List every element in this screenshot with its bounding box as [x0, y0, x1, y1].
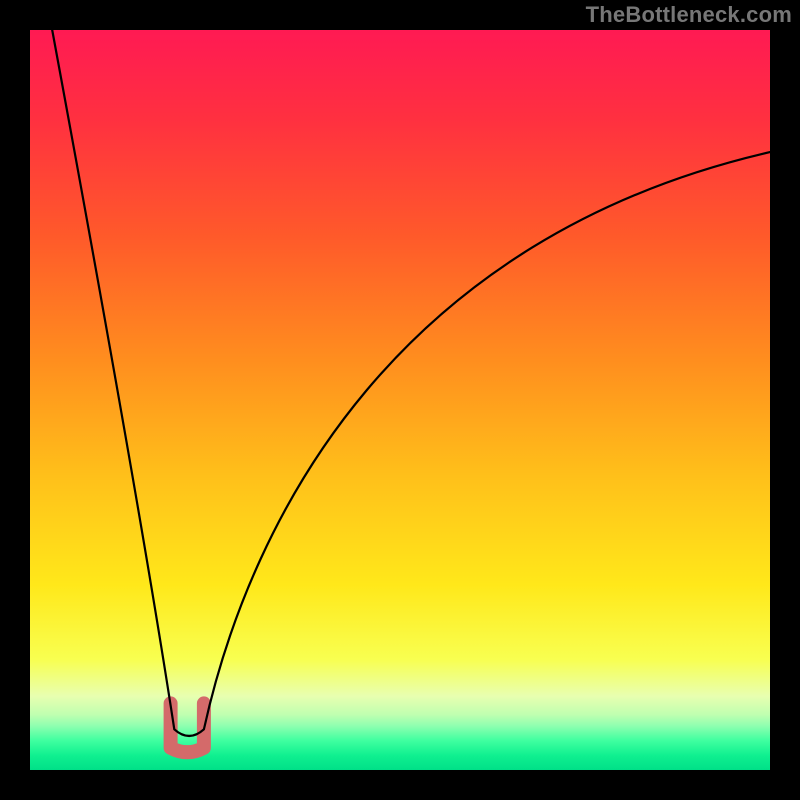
chart-svg	[0, 0, 800, 800]
watermark-text: TheBottleneck.com	[586, 2, 792, 28]
plot-background	[30, 30, 770, 770]
chart-stage: TheBottleneck.com	[0, 0, 800, 800]
